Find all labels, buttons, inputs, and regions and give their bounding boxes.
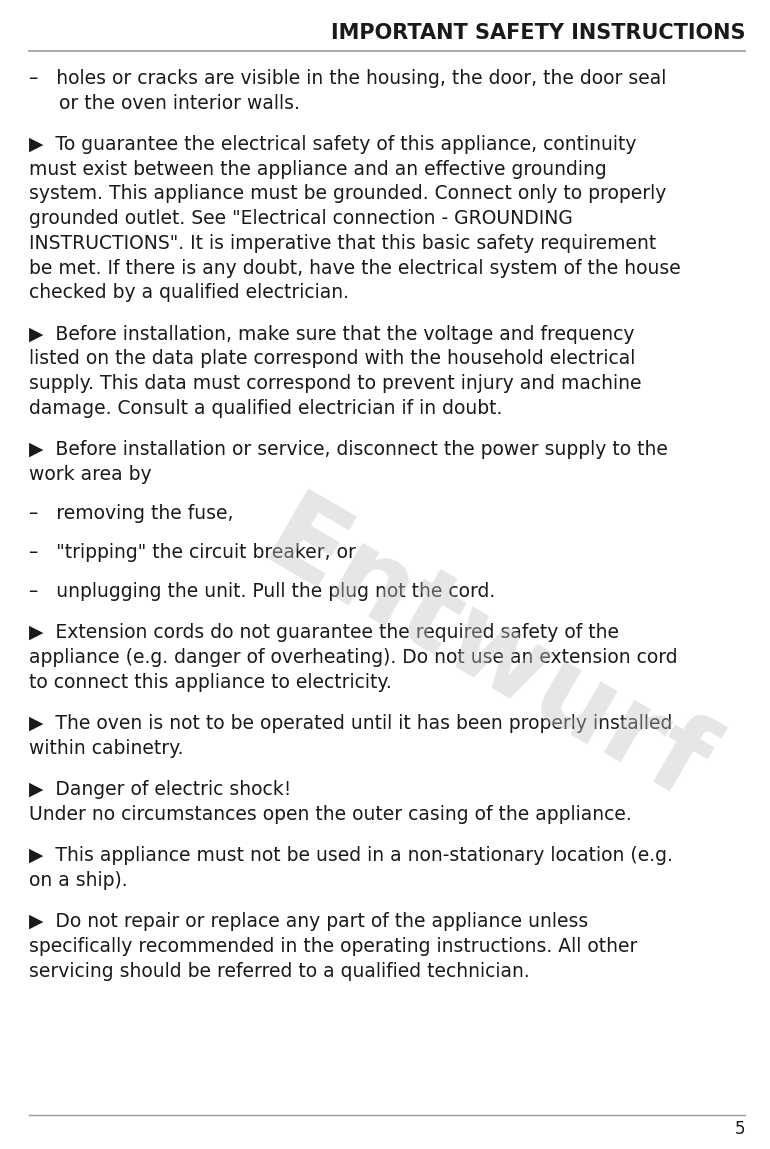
Text: supply. This data must correspond to prevent injury and machine: supply. This data must correspond to pre… <box>29 373 641 393</box>
Text: ▶  Do not repair or replace any part of the appliance unless: ▶ Do not repair or replace any part of t… <box>29 912 588 932</box>
Text: ▶  Before installation, make sure that the voltage and frequency: ▶ Before installation, make sure that th… <box>29 324 634 344</box>
Text: IMPORTANT SAFETY INSTRUCTIONS: IMPORTANT SAFETY INSTRUCTIONS <box>331 23 745 43</box>
Text: must exist between the appliance and an effective grounding: must exist between the appliance and an … <box>29 160 607 179</box>
Text: on a ship).: on a ship). <box>29 871 128 890</box>
Text: servicing should be referred to a qualified technician.: servicing should be referred to a qualif… <box>29 962 530 981</box>
Text: 5: 5 <box>735 1119 745 1138</box>
Text: listed on the data plate correspond with the household electrical: listed on the data plate correspond with… <box>29 349 636 369</box>
Text: system. This appliance must be grounded. Connect only to properly: system. This appliance must be grounded.… <box>29 184 667 203</box>
Text: Entwurf: Entwurf <box>245 485 725 825</box>
Text: Under no circumstances open the outer casing of the appliance.: Under no circumstances open the outer ca… <box>29 804 632 824</box>
Text: ▶  Danger of electric shock!: ▶ Danger of electric shock! <box>29 780 292 800</box>
Text: be met. If there is any doubt, have the electrical system of the house: be met. If there is any doubt, have the … <box>29 259 681 278</box>
Text: ▶  Before installation or service, disconnect the power supply to the: ▶ Before installation or service, discon… <box>29 440 668 460</box>
Text: –   removing the fuse,: – removing the fuse, <box>29 503 234 523</box>
Text: ▶  The oven is not to be operated until it has been properly installed: ▶ The oven is not to be operated until i… <box>29 714 673 733</box>
Text: damage. Consult a qualified electrician if in doubt.: damage. Consult a qualified electrician … <box>29 399 503 418</box>
Text: –   unplugging the unit. Pull the plug not the cord.: – unplugging the unit. Pull the plug not… <box>29 581 496 601</box>
Text: –   "tripping" the circuit breaker, or: – "tripping" the circuit breaker, or <box>29 542 357 562</box>
Text: ▶  Extension cords do not guarantee the required safety of the: ▶ Extension cords do not guarantee the r… <box>29 623 619 642</box>
Text: appliance (e.g. danger of overheating). Do not use an extension cord: appliance (e.g. danger of overheating). … <box>29 648 678 668</box>
Text: checked by a qualified electrician.: checked by a qualified electrician. <box>29 283 350 302</box>
Text: within cabinetry.: within cabinetry. <box>29 739 184 758</box>
Text: –   holes or cracks are visible in the housing, the door, the door seal: – holes or cracks are visible in the hou… <box>29 69 667 88</box>
Text: grounded outlet. See "Electrical connection - GROUNDING: grounded outlet. See "Electrical connect… <box>29 209 573 229</box>
Text: to connect this appliance to electricity.: to connect this appliance to electricity… <box>29 672 392 692</box>
Text: or the oven interior walls.: or the oven interior walls. <box>29 94 300 113</box>
Text: work area by: work area by <box>29 464 152 484</box>
Text: ▶  To guarantee the electrical safety of this appliance, continuity: ▶ To guarantee the electrical safety of … <box>29 134 637 154</box>
Text: specifically recommended in the operating instructions. All other: specifically recommended in the operatin… <box>29 936 638 956</box>
Text: ▶  This appliance must not be used in a non-stationary location (e.g.: ▶ This appliance must not be used in a n… <box>29 846 673 865</box>
Text: INSTRUCTIONS". It is imperative that this basic safety requirement: INSTRUCTIONS". It is imperative that thi… <box>29 233 657 253</box>
